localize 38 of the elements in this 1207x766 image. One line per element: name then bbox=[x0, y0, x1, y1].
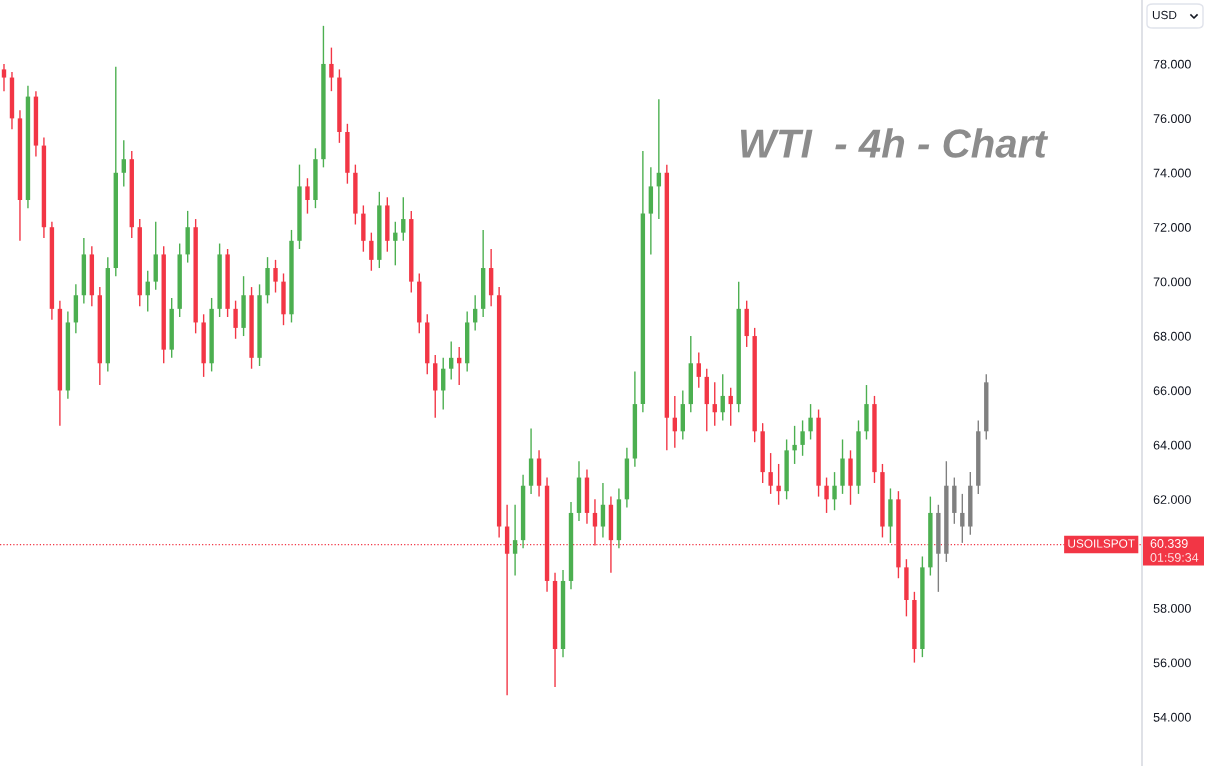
y-tick-label: 74.000 bbox=[1153, 168, 1191, 178]
candlestick bbox=[832, 471, 837, 511]
candlestick bbox=[121, 139, 126, 188]
candlestick bbox=[792, 425, 797, 465]
candlestick bbox=[233, 299, 238, 340]
y-tick-label: 66.000 bbox=[1153, 386, 1191, 396]
candlestick bbox=[768, 452, 773, 495]
candlestick bbox=[512, 504, 518, 577]
y-tick-label: 64.000 bbox=[1153, 440, 1191, 450]
y-tick-label: 58.000 bbox=[1153, 603, 1191, 613]
y-axis-title: USD bbox=[1152, 10, 1177, 20]
y-tick-label: 78.000 bbox=[1153, 59, 1191, 69]
candlestick bbox=[449, 340, 454, 381]
y-tick-label: 56.000 bbox=[1153, 658, 1191, 668]
text: WTI - 4h - Chart bbox=[740, 128, 1049, 158]
candlestick bbox=[600, 482, 606, 539]
candlestick bbox=[800, 419, 805, 457]
candlestick bbox=[393, 221, 398, 267]
y-tick-label: 70.000 bbox=[1153, 277, 1191, 287]
candlestick bbox=[329, 46, 334, 92]
candlestick bbox=[808, 403, 813, 441]
candlestick bbox=[824, 476, 829, 514]
candlestick bbox=[305, 177, 310, 215]
candlestick bbox=[273, 259, 278, 294]
y-tick-label: 68.000 bbox=[1153, 331, 1191, 341]
candlestick bbox=[696, 351, 701, 389]
candlestick bbox=[776, 463, 781, 506]
candlestick bbox=[960, 493, 965, 544]
y-tick-label: 62.000 bbox=[1153, 495, 1191, 504]
candlestick bbox=[369, 231, 374, 272]
y-tick-label: 76.000 bbox=[1153, 114, 1191, 124]
y-tick-label: 54.000 bbox=[1153, 712, 1191, 722]
ref-line-label: USOILSPOT bbox=[1068, 539, 1135, 548]
y-tick-label: 72.000 bbox=[1153, 223, 1191, 232]
candlestick bbox=[1, 63, 7, 92]
text: 60.339 bbox=[1150, 539, 1188, 548]
text: 01:59:34 bbox=[1150, 553, 1199, 562]
candlestick bbox=[401, 196, 406, 242]
